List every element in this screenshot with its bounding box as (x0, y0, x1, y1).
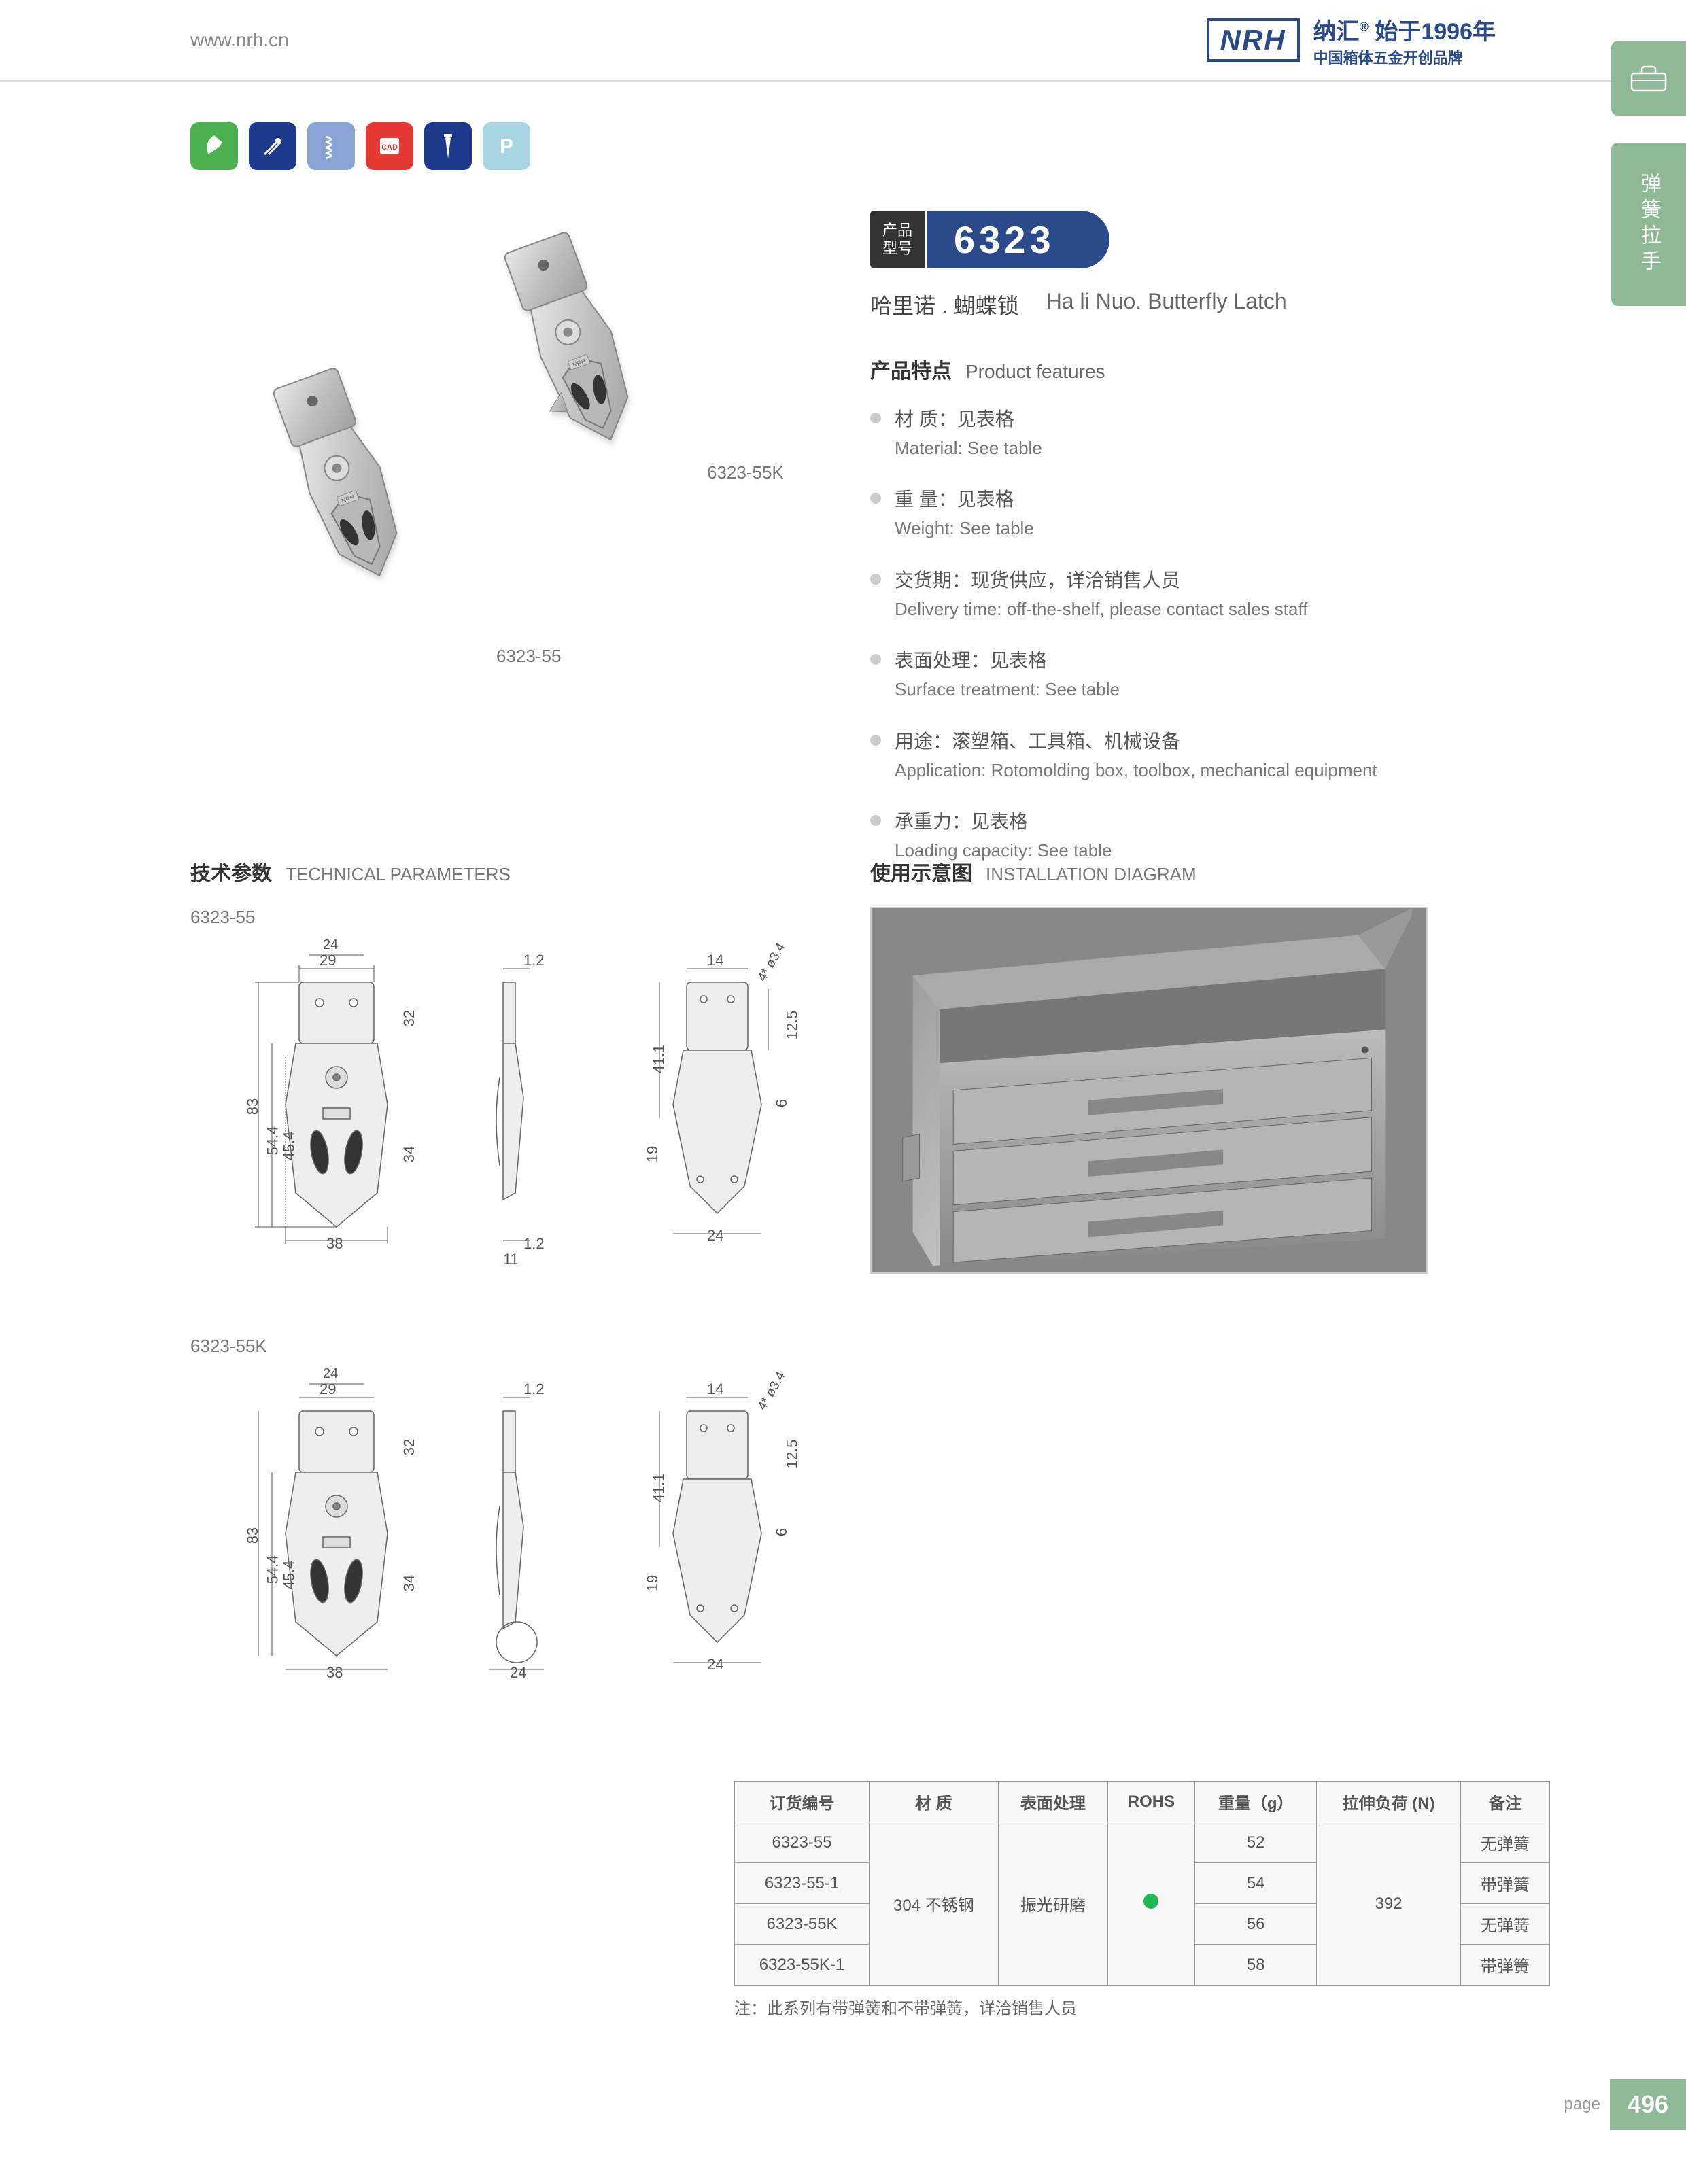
th-material: 材 质 (870, 1782, 999, 1822)
side-tab-category: 弹簧拉手 (1611, 143, 1686, 306)
feature-item: 材 质：见表格Material: See table (870, 404, 1482, 460)
th-rohs: ROHS (1107, 1782, 1194, 1822)
installation-section: 使用示意图 INSTALLATION DIAGRAM (870, 856, 1482, 1277)
feature-item: 交货期：现货供应，详洽销售人员Delivery time: off-the-sh… (870, 566, 1482, 621)
model-label: 产品 型号 (870, 211, 925, 268)
th-remark: 备注 (1460, 1782, 1549, 1822)
product-label-2: 6323-55 (496, 646, 561, 667)
brand-block: NRH 纳汇® 始于1996年 中国箱体五金开创品牌 (1207, 13, 1496, 68)
diagram-row-2: 29 24 83 54.4 45.4 32 34 38 (190, 1370, 843, 1724)
rohs-dot-icon (1143, 1894, 1158, 1909)
brand-tagline: 中国箱体五金开创品牌 (1313, 46, 1496, 68)
install-heading-cn: 使用示意图 (870, 856, 972, 886)
badge-eco-icon (190, 122, 238, 170)
page-footer: page 496 (1564, 2079, 1686, 2130)
product-title: 哈里诺 . 蝴蝶锁 Ha li Nuo. Butterfly Latch (870, 289, 1482, 320)
install-heading-en: INSTALLATION DIAGRAM (986, 864, 1197, 885)
badge-row: CAD P (190, 122, 530, 170)
website-url: www.nrh.cn (190, 29, 289, 51)
feature-item: 重 量：见表格Weight: See table (870, 485, 1482, 540)
features-heading: 产品特点 Product features (870, 354, 1482, 384)
product-image-2: NRH (218, 353, 503, 653)
brand-logo: NRH (1207, 18, 1300, 62)
tech-heading-en: TECHNICAL PARAMETERS (286, 864, 511, 885)
badge-cad-icon: CAD (366, 122, 413, 170)
side-tab-icon (1611, 41, 1686, 116)
table-row: 6323-55 304 不锈钢 振光研磨 52 392 无弹簧 (735, 1822, 1550, 1863)
th-code: 订货编号 (735, 1782, 870, 1822)
th-weight: 重量（g） (1194, 1782, 1317, 1822)
brand-name: 纳汇® 始于1996年 (1313, 13, 1496, 46)
tech-params-section: 技术参数 TECHNICAL PARAMETERS 6323-55 (190, 856, 843, 1765)
feature-list: 材 质：见表格Material: See table 重 量：见表格Weight… (870, 404, 1482, 863)
product-label-1: 6323-55K (707, 462, 784, 483)
badge-tools-icon (249, 122, 296, 170)
tech-heading-cn: 技术参数 (190, 856, 272, 886)
feature-item: 表面处理：见表格Surface treatment: See table (870, 646, 1482, 701)
data-table: 订货编号 材 质 表面处理 ROHS 重量（g） 拉伸负荷 (N) 备注 632… (734, 1781, 1550, 1986)
page-label: page (1564, 2095, 1600, 2114)
diagram-model-1: 6323-55 (190, 907, 843, 928)
badge-spring-icon (307, 122, 355, 170)
badge-screw-icon (424, 122, 472, 170)
model-number: 6323 (954, 218, 1055, 262)
table-note: 注：此系列有带弹簧和不带弹簧，详洽销售人员 (734, 1995, 1550, 2019)
th-tension: 拉伸负荷 (N) (1317, 1782, 1460, 1822)
diagram-model-2: 6323-55K (190, 1336, 843, 1357)
page-number: 496 (1610, 2079, 1686, 2130)
feature-item: 承重力：见表格Loading capacity: See table (870, 807, 1482, 863)
model-header: 产品 型号 6323 (870, 211, 1482, 268)
svg-text:CAD: CAD (381, 143, 398, 152)
badge-p-icon: P (483, 122, 530, 170)
product-images: NRH 6323-55K (190, 218, 802, 734)
th-surface: 表面处理 (998, 1782, 1107, 1822)
diagram-row-1: 29 24 83 54.4 45.4 32 34 38 (190, 941, 843, 1295)
installation-photo (870, 907, 1428, 1274)
data-table-section: 订货编号 材 质 表面处理 ROHS 重量（g） 拉伸负荷 (N) 备注 632… (734, 1781, 1550, 2019)
feature-item: 用途：滚塑箱、工具箱、机械设备Application: Rotomolding … (870, 727, 1482, 782)
svg-text:P: P (500, 135, 513, 158)
